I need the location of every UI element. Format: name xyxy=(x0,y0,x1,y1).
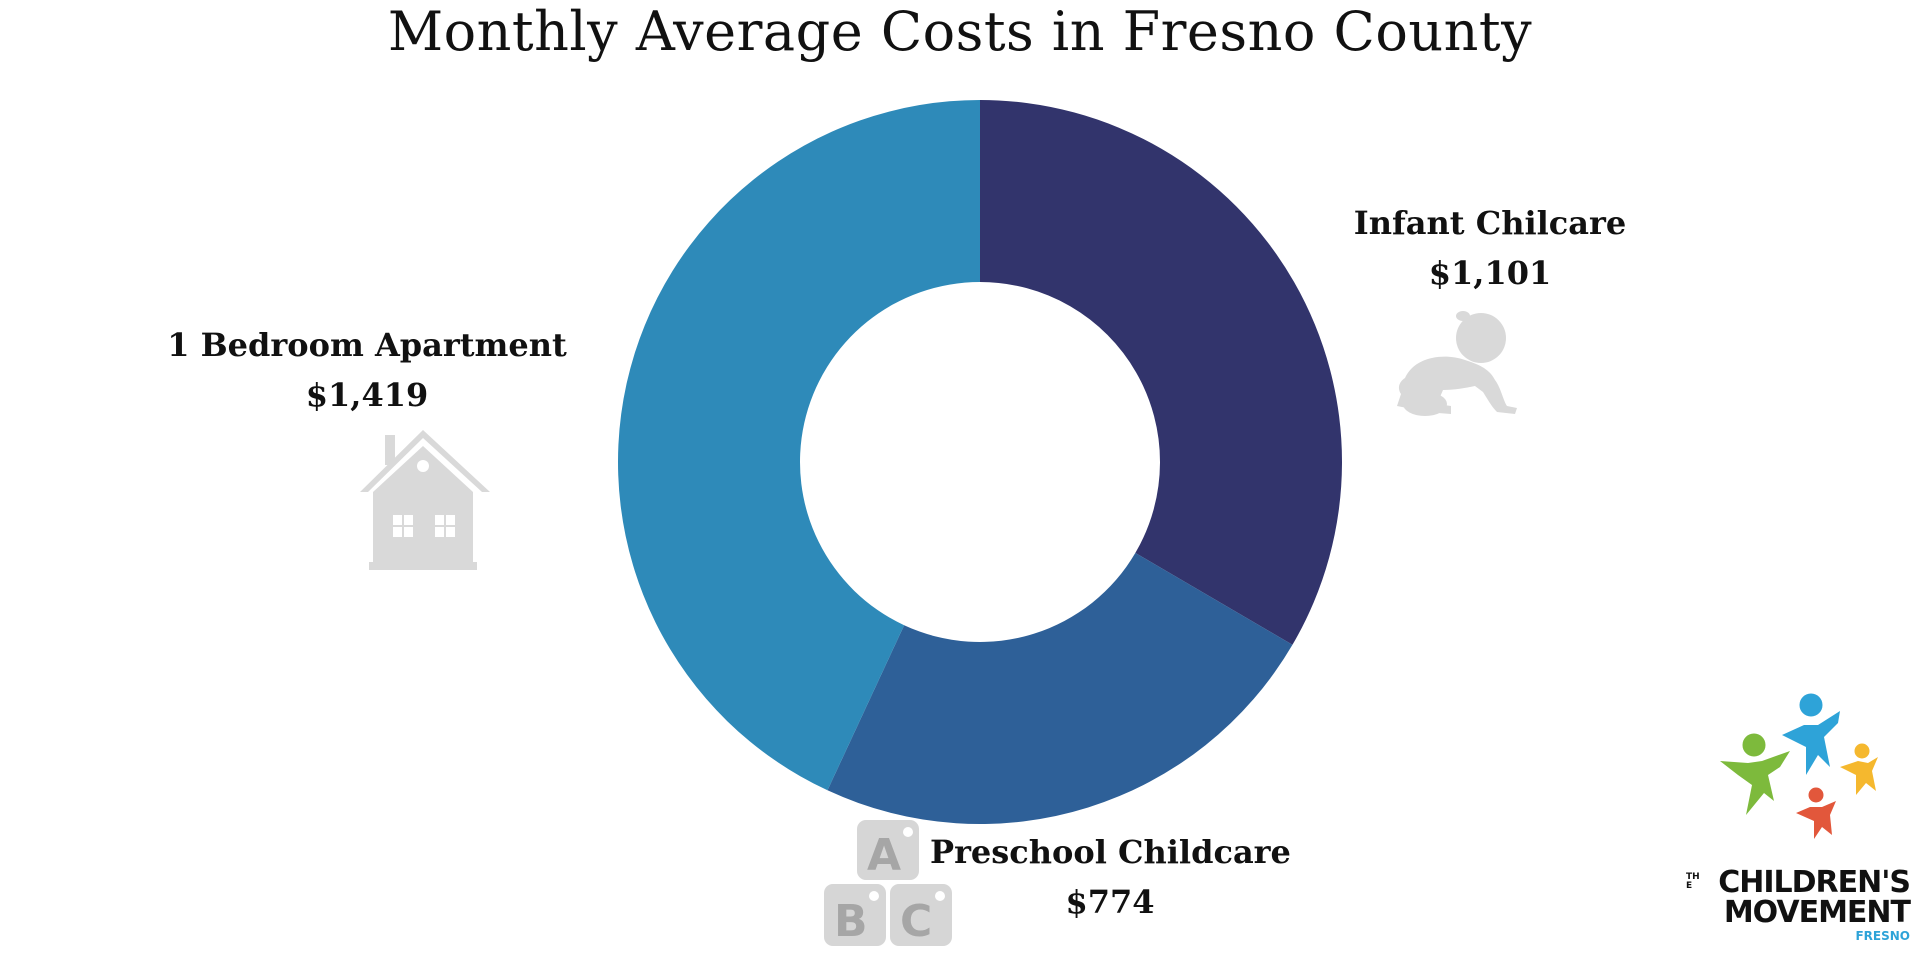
crawling-baby-icon xyxy=(1397,311,1517,416)
logo-figure-green xyxy=(1739,730,1769,760)
label-1-bedroom-apartment: 1 Bedroom Apartment $1,419 xyxy=(167,320,567,420)
slice-name-preschool: Preschool Childcare xyxy=(930,833,1291,871)
slice-value-preschool: $774 xyxy=(1065,883,1155,921)
logo-figure-blue-body xyxy=(1782,711,1840,775)
abc-blocks-icon: A B C xyxy=(824,820,952,947)
svg-text:A: A xyxy=(867,830,901,881)
childrens-movement-logo: THE CHILDREN'S MOVEMENT FRESNO xyxy=(1686,685,1920,955)
logo-figure-yellow-body xyxy=(1840,757,1878,795)
logo-figure-red-body xyxy=(1796,801,1836,839)
logo-figure-yellow xyxy=(1851,740,1873,762)
svg-text:B: B xyxy=(834,896,868,947)
donut-slice-1-bedroom-apartment xyxy=(617,100,980,791)
logo-figure-green-body xyxy=(1720,751,1790,815)
slice-name-infant: Infant Chilcare xyxy=(1353,204,1627,242)
slice-value-infant: $1,101 xyxy=(1428,254,1552,292)
svg-text:C: C xyxy=(900,896,932,947)
label-preschool-childcare: Preschool Childcare $774 xyxy=(930,827,1291,927)
donut-slice-infant-chilcare xyxy=(980,100,1342,645)
logo-the: THE xyxy=(1686,872,1700,891)
slice-value-apartment: $1,419 xyxy=(305,376,429,414)
logo-figure-blue xyxy=(1796,690,1826,720)
logo-figure-red xyxy=(1805,784,1827,806)
slice-name-apartment: 1 Bedroom Apartment xyxy=(167,326,567,364)
logo-line3: FRESNO xyxy=(1855,929,1910,943)
donut-slice-preschool-childcare xyxy=(827,552,1293,824)
logo-line1: CHILDREN'S xyxy=(1718,865,1911,900)
logo-line2: MOVEMENT xyxy=(1723,895,1911,930)
chart-title: Monthly Average Costs in Fresno County xyxy=(387,0,1533,63)
label-infant-chilcare: Infant Chilcare $1,101 xyxy=(1340,198,1640,298)
logo-figures-icon xyxy=(1720,690,1878,839)
house-icon xyxy=(360,430,490,570)
